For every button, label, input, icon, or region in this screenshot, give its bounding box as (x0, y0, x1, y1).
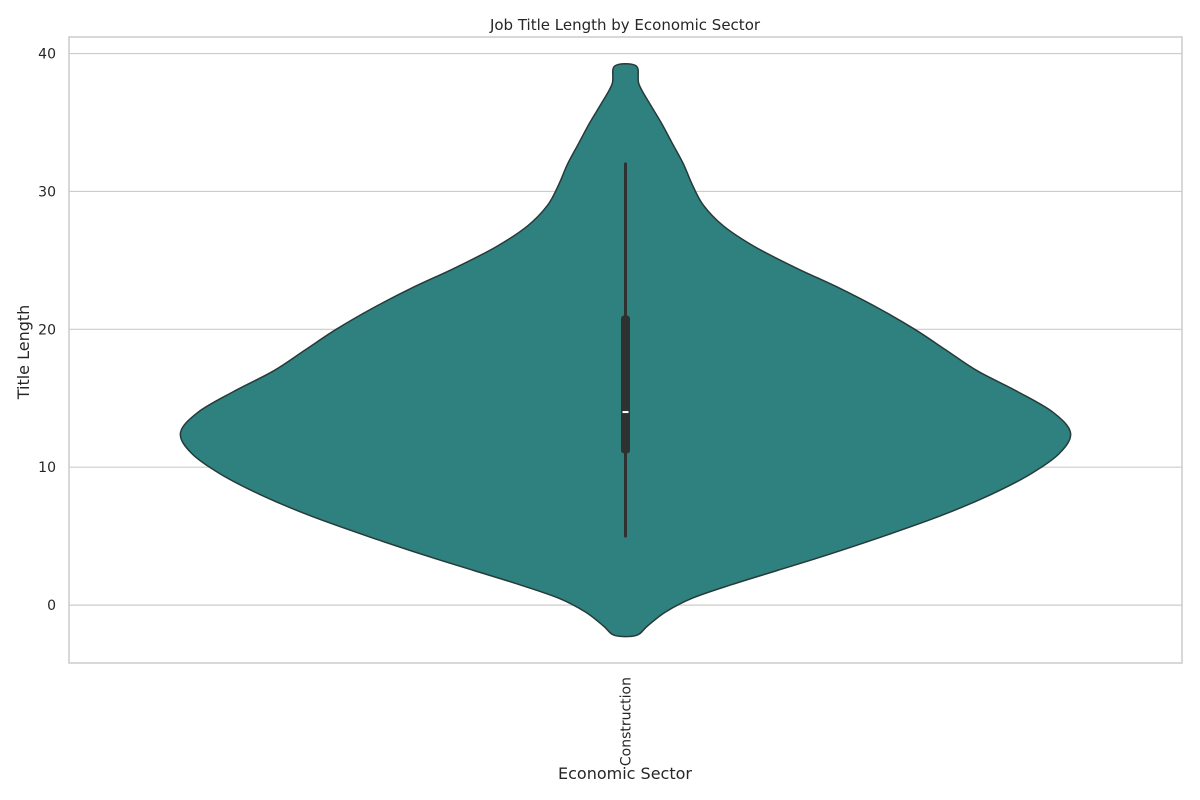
y-tick-label: 10 (38, 460, 56, 476)
x-tick-label: Construction (619, 677, 635, 766)
y-tick-label: 30 (38, 184, 56, 200)
violin-layer (179, 62, 1072, 638)
x-tick-labels: Construction (619, 677, 635, 766)
x-axis-label: Economic Sector (558, 764, 692, 783)
y-tick-label: 20 (38, 322, 56, 338)
interquartile-box (621, 315, 630, 454)
y-tick-label: 0 (47, 598, 56, 614)
y-axis-label: Title Length (14, 305, 33, 401)
chart-title: Job Title Length by Economic Sector (489, 16, 761, 34)
y-tick-labels: 0 10 20 30 40 (38, 47, 56, 615)
plot-frame (68, 36, 1183, 664)
y-tick-label: 40 (38, 47, 56, 63)
